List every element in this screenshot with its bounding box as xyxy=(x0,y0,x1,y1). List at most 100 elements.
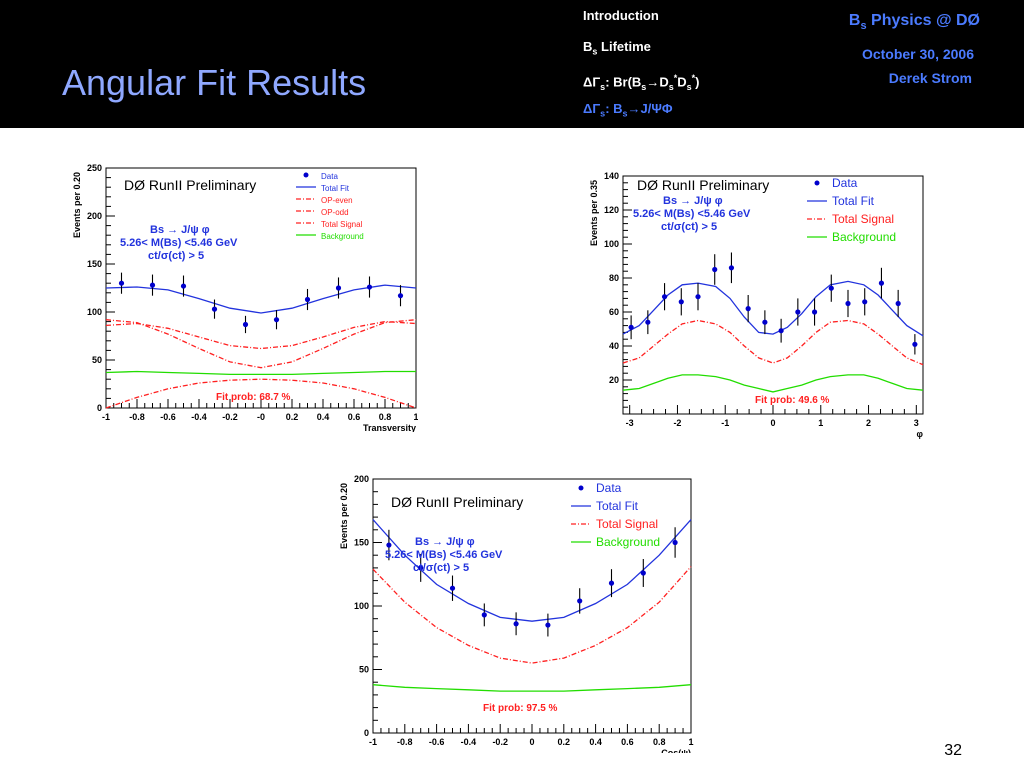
x-tick-label: 0 xyxy=(770,418,775,428)
data-point xyxy=(862,299,868,305)
y-tick-label: 120 xyxy=(604,205,619,215)
legend: Data Total Fit Total Signal Background xyxy=(571,481,660,549)
selection-cut: ct/σ(ct) > 5 xyxy=(661,221,717,233)
x-tick-label: -3 xyxy=(626,418,634,428)
x-tick-label: 0.2 xyxy=(558,737,571,747)
legend-label-op-odd: OP-odd xyxy=(321,208,349,217)
legend-label-background: Background xyxy=(832,230,896,244)
x-tick-label: -0.6 xyxy=(429,737,445,747)
data-point xyxy=(762,319,768,325)
y-tick-label: 20 xyxy=(609,375,619,385)
data-point xyxy=(449,585,456,591)
fit-probability: Fit prob: 97.5 % xyxy=(483,703,558,714)
y-tick-label: 0 xyxy=(364,728,369,738)
data-point xyxy=(366,284,373,290)
data-point xyxy=(745,306,751,312)
data-point xyxy=(149,282,156,288)
preliminary-label: DØ RunII Preliminary xyxy=(387,494,547,511)
slide-title: Angular Fit Results xyxy=(62,62,367,103)
data-point xyxy=(608,580,615,586)
preliminary-bg xyxy=(633,177,793,194)
legend-label-data: Data xyxy=(321,172,338,181)
selection-cut: 5.26< M(Bs) <5.46 GeV xyxy=(385,549,503,561)
data-point xyxy=(895,300,901,307)
curve-background xyxy=(105,370,416,376)
legend-label-total-signal: Total Signal xyxy=(596,517,658,531)
legend-label-background: Background xyxy=(321,232,364,241)
data-point xyxy=(728,265,735,271)
x-tick-label: 0.6 xyxy=(621,737,634,747)
data-point xyxy=(513,621,519,627)
legend: Data Total Fit OP-even OP-odd Total Signal Ba… xyxy=(296,172,364,241)
y-tick-label: 140 xyxy=(604,171,619,181)
x-tick-label: 1 xyxy=(818,418,823,428)
data-point xyxy=(778,328,784,334)
x-tick-label: -0.4 xyxy=(191,412,207,422)
legend-marker-data xyxy=(303,172,309,178)
legend-label-total-signal: Total Signal xyxy=(832,212,894,226)
y-tick-label: 60 xyxy=(609,307,619,317)
x-axis-label: φ xyxy=(917,429,924,439)
curve-op-odd xyxy=(105,378,417,409)
data-point xyxy=(481,612,487,618)
y-tick-label: 200 xyxy=(87,211,102,221)
selection-cut: ct/σ(ct) > 5 xyxy=(413,562,469,574)
presentation-author: Derek Strom xyxy=(888,70,972,87)
y-tick-label: 80 xyxy=(609,273,619,283)
data-point xyxy=(180,283,187,289)
preliminary-text: DØ RunII Preliminary xyxy=(124,177,256,193)
legend-label-total-signal: Total Signal xyxy=(321,220,363,229)
preliminary-text: DØ RunII Preliminary xyxy=(391,494,523,510)
nav-item-introduction[interactable]: Introduction xyxy=(583,8,659,23)
curve-total-fit xyxy=(622,280,924,337)
data-point xyxy=(118,280,125,286)
y-tick-label: 40 xyxy=(609,341,619,351)
selection-cut: Bs → J/ψ φ xyxy=(150,224,210,236)
data-point xyxy=(418,565,424,571)
data-point xyxy=(273,317,280,323)
x-tick-label: 0.8 xyxy=(379,412,392,422)
y-tick-label: 200 xyxy=(354,474,369,484)
selection-cut: 5.26< M(Bs) <5.46 GeV xyxy=(120,237,238,249)
preliminary-text: DØ RunII Preliminary xyxy=(637,177,769,193)
transversity-plot: 0 50 100 150 200 250 -1 -0.8 -0.6 -0.4 -0.2 -0 0.2 0.… xyxy=(72,163,418,432)
preliminary-label: DØ RunII Preliminary xyxy=(633,177,793,194)
legend-marker-data xyxy=(578,485,584,491)
data-point xyxy=(712,266,718,273)
x-tick-label: -2 xyxy=(673,418,681,428)
data-point xyxy=(845,300,851,307)
x-tick-label: -0.8 xyxy=(397,737,413,747)
data-point xyxy=(695,294,701,300)
x-axis-label: Cos(ψ) xyxy=(661,748,691,753)
y-tick-label: 150 xyxy=(87,259,102,269)
selection-cut: Bs → J/ψ φ xyxy=(415,536,475,548)
data-point xyxy=(386,542,392,548)
x-tick-label: -0.4 xyxy=(461,737,477,747)
nav-item-br-ds-ds[interactable]: ΔΓs: Br(Bs→Ds*Ds*) xyxy=(583,73,700,92)
nav-item-bs-lifetime[interactable]: Bs Lifetime xyxy=(583,39,651,57)
data-point xyxy=(242,321,249,328)
preliminary-bg xyxy=(120,177,280,194)
cos-psi-plot: 0 50 100 150 200 -1 -0.8 -0.6 -0.4 -0.2 0 0.2 0.4 0.6… xyxy=(339,474,694,753)
slide-header: Angular Fit Results Introduction Bs Life… xyxy=(0,0,1024,128)
y-tick-label: 100 xyxy=(87,307,102,317)
x-tick-label: 0.8 xyxy=(653,737,666,747)
fit-probability: Fit prob: 49.6 % xyxy=(755,395,830,406)
nav-item-jpsi-phi[interactable]: ΔΓs: Bs→J/ΨΦ xyxy=(583,101,673,119)
x-axis-label: Transversity xyxy=(363,423,416,432)
legend-label-total-fit: Total Fit xyxy=(832,194,875,208)
x-tick-label: 0.4 xyxy=(589,737,602,747)
phi-plot: 20 40 60 80 100 120 140 -3 -2 -1 0 1 2 3φ Events per 0… xyxy=(589,171,924,439)
data-point xyxy=(397,293,404,299)
curve-op-even xyxy=(105,319,417,369)
selection-cut: Bs → J/ψ φ xyxy=(663,195,723,207)
data-point xyxy=(672,539,678,546)
y-axis-label: Events per 0.35 xyxy=(589,180,599,246)
x-tick-label: -0.2 xyxy=(492,737,508,747)
y-tick-label: 250 xyxy=(87,163,102,173)
legend-label-op-even: OP-even xyxy=(321,196,353,205)
x-tick-label: 1 xyxy=(688,737,693,747)
x-tick-label: -0.6 xyxy=(160,412,176,422)
data-point xyxy=(811,309,818,315)
data-point xyxy=(678,299,684,305)
